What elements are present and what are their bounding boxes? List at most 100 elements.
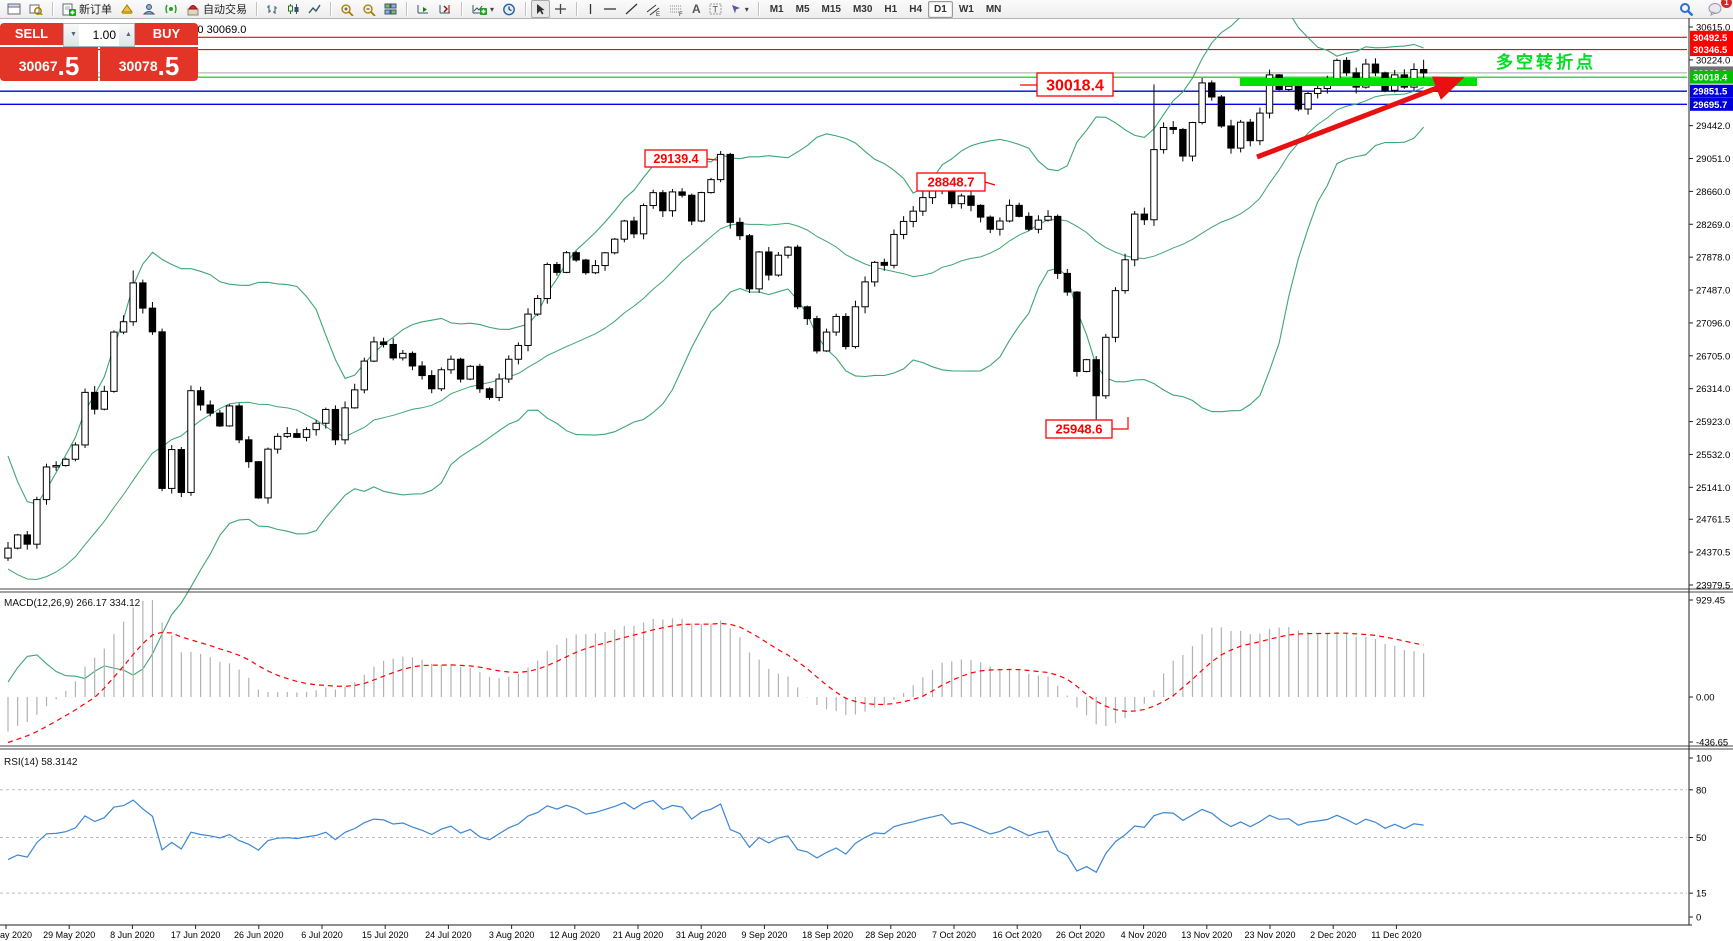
svg-text:929.45: 929.45 xyxy=(1696,596,1725,607)
volume-input[interactable] xyxy=(79,24,119,46)
svg-text:28660.0: 28660.0 xyxy=(1696,187,1730,198)
clock-icon[interactable] xyxy=(498,0,520,18)
buy-button[interactable]: BUY xyxy=(135,23,198,47)
bar-chart-icon[interactable] xyxy=(262,0,283,18)
svg-text:11 Dec 2020: 11 Dec 2020 xyxy=(1371,930,1421,940)
trend-arrow xyxy=(1256,76,1465,160)
vertical-line-icon[interactable] xyxy=(582,0,599,18)
rsi-line xyxy=(7,799,1424,874)
chart-shift-icon[interactable] xyxy=(434,0,456,18)
zoom-in-icon[interactable] xyxy=(336,0,358,18)
equidistant-channel-icon[interactable]: E xyxy=(642,0,665,18)
turning-point-annotation: 多空转折点 xyxy=(1496,53,1596,72)
svg-text:F: F xyxy=(679,12,683,16)
community-icon[interactable] xyxy=(138,0,160,18)
bollinger-lower-band xyxy=(7,126,1425,683)
new-order-label: 新订单 xyxy=(79,4,112,16)
auto-trading-button[interactable]: 自动交易 xyxy=(182,0,251,18)
auto-scroll-icon[interactable] xyxy=(412,0,434,18)
svg-text:28269.0: 28269.0 xyxy=(1696,220,1730,231)
signals-icon[interactable] xyxy=(160,0,182,18)
new-chart-icon[interactable] xyxy=(3,0,25,18)
volume-increase-button[interactable]: ▲ xyxy=(119,24,134,46)
tile-windows-icon[interactable] xyxy=(380,0,401,18)
svg-text:25141.0: 25141.0 xyxy=(1696,483,1730,494)
search-icon[interactable] xyxy=(1675,0,1698,18)
toolbar-separator xyxy=(52,2,53,16)
svg-text:0.00: 0.00 xyxy=(1696,693,1715,704)
timeframe-button-h4[interactable]: H4 xyxy=(909,3,923,15)
resistance-band xyxy=(1240,78,1477,86)
line-chart-icon[interactable] xyxy=(304,0,325,18)
toolbar-separator xyxy=(461,2,462,16)
trendline-icon[interactable] xyxy=(621,0,642,18)
bollinger-upper-band xyxy=(7,18,1424,505)
sell-price[interactable]: 30067.5 xyxy=(0,47,98,81)
auto-trading-label: 自动交易 xyxy=(203,4,247,16)
volume-stepper: ▼ ▲ xyxy=(63,23,135,47)
notification-badge: 1 xyxy=(1721,0,1732,8)
svg-text:24370.5: 24370.5 xyxy=(1696,548,1730,559)
svg-text:T: T xyxy=(712,5,718,15)
toolbar-separator xyxy=(256,2,257,16)
timeframe-button-m1[interactable]: M1 xyxy=(769,3,784,15)
svg-text:20 May 2020: 20 May 2020 xyxy=(0,930,32,940)
sell-button[interactable]: SELL xyxy=(0,23,63,47)
toolbar-separator xyxy=(757,2,759,16)
svg-text:2 Dec 2020: 2 Dec 2020 xyxy=(1310,930,1356,940)
svg-text:E: E xyxy=(656,12,660,16)
rsi-indicator-label: RSI(14) 58.3142 xyxy=(4,757,78,768)
text-icon[interactable]: A xyxy=(692,2,701,16)
shapes-icon[interactable]: ▾ xyxy=(726,0,753,18)
price-callout: 30018.4 xyxy=(1020,72,1114,97)
timeframe-button-h1[interactable]: H1 xyxy=(884,3,898,15)
horizontal-line-icon[interactable] xyxy=(599,0,621,18)
chart-plot-area[interactable]: 30018.4 29139.4 28848.7 25948.6 30615.0 30224… xyxy=(0,18,1733,941)
svg-text:29442.0: 29442.0 xyxy=(1696,121,1730,132)
timeframe-button-mn[interactable]: MN xyxy=(985,3,1002,15)
fibonacci-icon[interactable]: F xyxy=(665,0,688,18)
text-label-icon[interactable]: T xyxy=(705,0,726,18)
svg-text:27487.0: 27487.0 xyxy=(1696,286,1730,297)
timeframe-toolbar: M1 M5 M15 M30 H1 H4 D1 W1 MN xyxy=(761,0,1011,18)
svg-text:3 Aug 2020: 3 Aug 2020 xyxy=(489,930,535,940)
zoom-out-icon[interactable] xyxy=(358,0,380,18)
market-icon[interactable] xyxy=(116,0,138,18)
price-callout: 25948.6 xyxy=(1045,417,1129,439)
toolbar-separator xyxy=(406,2,407,16)
timeframe-button-w1[interactable]: W1 xyxy=(958,3,974,15)
svg-text:30492.5: 30492.5 xyxy=(1693,33,1728,44)
new-order-button[interactable]: 新订单 xyxy=(58,0,116,18)
notifications-icon[interactable]: 1 xyxy=(1704,0,1732,18)
timeframe-button-m30[interactable]: M30 xyxy=(852,3,873,15)
crosshair-icon[interactable] xyxy=(550,0,571,18)
svg-text:29 May 2020: 29 May 2020 xyxy=(43,930,95,940)
add-indicator-icon[interactable]: ▾ xyxy=(467,0,498,18)
timeframe-button-m5[interactable]: M5 xyxy=(795,3,810,15)
svg-text:15 Jul 2020: 15 Jul 2020 xyxy=(362,930,409,940)
timeframe-button-m15[interactable]: M15 xyxy=(821,3,841,15)
svg-text:29851.5: 29851.5 xyxy=(1693,87,1728,98)
svg-text:26 Oct 2020: 26 Oct 2020 xyxy=(1056,930,1105,940)
svg-text:25923.0: 25923.0 xyxy=(1696,417,1730,428)
buy-price[interactable]: 30078.5 xyxy=(100,47,198,81)
axis-price-label: 30346.5 xyxy=(1690,43,1733,57)
svg-text:80: 80 xyxy=(1696,785,1707,796)
candlestick-chart-icon[interactable] xyxy=(283,0,304,18)
price-callout: 28848.7 xyxy=(916,172,996,192)
volume-decrease-button[interactable]: ▼ xyxy=(64,24,79,46)
bollinger-middle-band xyxy=(7,87,1424,581)
svg-text:24 Jul 2020: 24 Jul 2020 xyxy=(425,930,472,940)
svg-text:12 Aug 2020: 12 Aug 2020 xyxy=(550,930,601,940)
cursor-icon[interactable] xyxy=(531,0,551,18)
toolbar-separator xyxy=(525,2,527,16)
svg-text:17 Jun 2020: 17 Jun 2020 xyxy=(171,930,221,940)
axis-price-label: 30018.4 xyxy=(1690,70,1733,84)
chart-profiles-icon[interactable] xyxy=(25,0,47,18)
main-toolbar: 新订单 自动交易 ▾ E F A xyxy=(0,0,1733,19)
one-click-trading-panel: SELL ▼ ▲ BUY 30067.5 30078.5 xyxy=(0,23,198,81)
macd-indicator-label: MACD(12,26,9) 266.17 334.12 xyxy=(4,598,141,609)
macd-signal-line xyxy=(7,622,1424,744)
svg-text:24761.5: 24761.5 xyxy=(1696,515,1730,526)
timeframe-button-d1[interactable]: D1 xyxy=(928,0,953,18)
